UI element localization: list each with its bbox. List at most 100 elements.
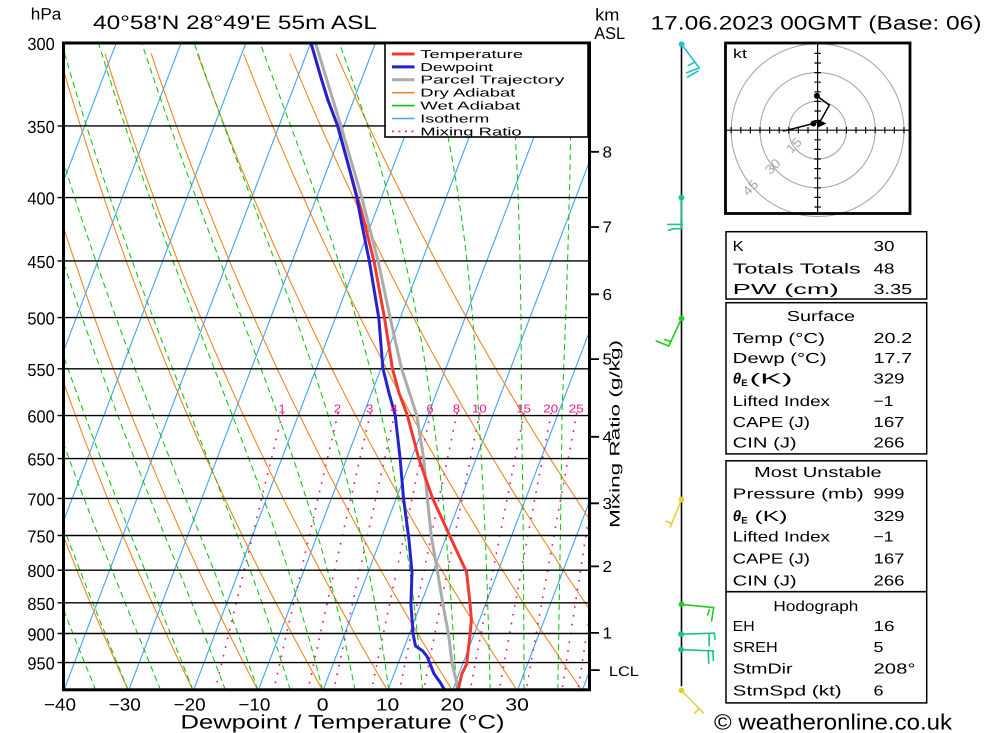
svg-text:Dewp (°C): Dewp (°C) [733,351,827,367]
svg-text:8: 8 [453,403,460,415]
svg-text:Dewpoint: Dewpoint [420,62,494,74]
svg-text:Hodograph: Hodograph [773,599,858,615]
svg-text:7: 7 [603,220,613,237]
svg-text:400: 400 [27,189,55,209]
svg-text:Pressure (mb): Pressure (mb) [733,486,864,502]
svg-text:Temp (°C): Temp (°C) [733,331,825,347]
svg-text:PW (cm): PW (cm) [733,282,839,298]
svg-text:48: 48 [874,262,895,278]
svg-text:30: 30 [874,239,895,255]
svg-text:Mixing Ratio (g/kg): Mixing Ratio (g/kg) [607,340,623,528]
svg-text:−40: −40 [44,694,76,714]
svg-text:CAPE (J): CAPE (J) [733,415,810,431]
svg-text:1: 1 [278,403,285,415]
svg-text:16: 16 [874,619,895,635]
svg-text:Temperature: Temperature [420,49,523,61]
svg-text:Lifted Index: Lifted Index [733,394,831,410]
svg-text:StmSpd (kt): StmSpd (kt) [733,683,842,699]
svg-text:329: 329 [874,372,905,388]
svg-text:Dry Adiabat: Dry Adiabat [420,88,516,100]
svg-text:(K): (K) [755,509,788,525]
svg-text:5: 5 [874,640,884,656]
svg-text:Wet Adiabat: Wet Adiabat [420,101,521,113]
svg-text:SREH: SREH [733,640,778,656]
svg-text:17.7: 17.7 [874,351,913,367]
svg-text:208°: 208° [874,661,916,677]
svg-text:−30: −30 [109,694,141,714]
svg-text:20.2: 20.2 [874,331,913,347]
svg-text:CIN (J): CIN (J) [733,436,797,452]
svg-text:kt: kt [733,46,748,61]
svg-text:25: 25 [569,403,584,415]
svg-text:329: 329 [874,509,905,525]
svg-text:15: 15 [516,403,531,415]
svg-text:300: 300 [27,34,55,54]
svg-text:θ: θ [733,508,742,525]
svg-text:3: 3 [603,496,613,513]
svg-text:550: 550 [27,360,55,380]
svg-text:4: 4 [391,403,399,415]
svg-text:266: 266 [874,573,905,589]
svg-text:4: 4 [603,429,613,446]
svg-text:Isotherm: Isotherm [420,113,489,125]
svg-text:−1: −1 [874,530,894,546]
svg-text:350: 350 [27,117,55,137]
svg-text:10: 10 [376,694,400,714]
svg-text:0: 0 [317,694,329,714]
svg-text:900: 900 [27,625,55,645]
svg-text:167: 167 [874,551,905,567]
svg-text:20: 20 [441,694,465,714]
svg-text:6: 6 [426,403,433,415]
svg-text:EH: EH [733,619,755,635]
svg-text:750: 750 [27,527,55,547]
svg-text:Most Unstable: Most Unstable [754,465,882,481]
svg-text:20: 20 [543,403,558,415]
svg-text:−10: −10 [238,694,270,714]
svg-text:CAPE (J): CAPE (J) [733,551,810,567]
svg-text:3: 3 [366,403,373,415]
svg-text:ASL: ASL [594,24,625,43]
svg-text:2: 2 [603,559,613,576]
svg-text:10: 10 [472,403,487,415]
svg-text:Totals Totals: Totals Totals [733,262,861,278]
svg-text:500: 500 [27,309,55,329]
svg-text:Lifted Index: Lifted Index [733,530,831,546]
svg-text:StmDir: StmDir [733,661,793,677]
svg-text:CIN (J): CIN (J) [733,573,797,589]
svg-text:E: E [741,515,747,526]
svg-text:1: 1 [603,625,613,642]
svg-text:Surface: Surface [787,309,855,325]
svg-text:700: 700 [27,489,55,509]
svg-text:Dewpoint / Temperature (°C): Dewpoint / Temperature (°C) [181,712,505,733]
svg-text:−1: −1 [874,394,894,410]
svg-text:266: 266 [874,436,905,452]
svg-text:800: 800 [27,561,55,581]
svg-text:3.35: 3.35 [874,282,913,298]
svg-text:5: 5 [603,352,613,369]
svg-text:950: 950 [27,654,55,674]
svg-text:6: 6 [874,683,884,699]
svg-text:E: E [741,378,747,389]
svg-text:600: 600 [27,407,55,427]
svg-text:8: 8 [603,144,613,161]
svg-text:LCL: LCL [609,663,639,679]
svg-text:650: 650 [27,450,55,470]
svg-text:(K): (K) [750,372,793,388]
svg-text:40°58'N 28°49'E 55m ASL: 40°58'N 28°49'E 55m ASL [93,12,377,34]
svg-text:30: 30 [505,694,529,714]
svg-text:K: K [733,239,744,255]
svg-text:θ: θ [733,371,742,388]
svg-text:999: 999 [874,486,905,502]
svg-text:2: 2 [334,403,341,415]
svg-text:km: km [595,6,619,25]
svg-text:17.06.2023 00GMT (Base: 06): 17.06.2023 00GMT (Base: 06) [651,12,982,34]
svg-text:Parcel Trajectory: Parcel Trajectory [420,75,564,87]
svg-text:Mixing Ratio: Mixing Ratio [420,126,521,138]
svg-text:hPa: hPa [31,6,62,24]
svg-text:6: 6 [603,287,613,304]
svg-text:167: 167 [874,415,905,431]
svg-text:850: 850 [27,594,55,614]
svg-text:−20: −20 [174,694,206,714]
svg-text:© weatheronline.co.uk: © weatheronline.co.uk [714,710,953,733]
svg-text:450: 450 [27,252,55,272]
